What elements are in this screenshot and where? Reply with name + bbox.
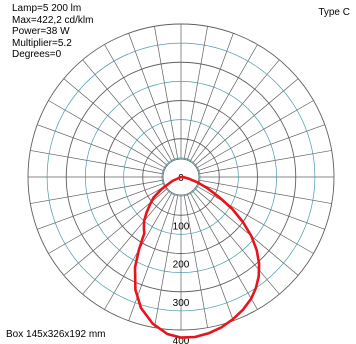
grid-spoke: [196, 100, 314, 169]
radial-tick-label: 300: [173, 298, 190, 309]
grid-spoke: [82, 190, 170, 295]
lamp-flux-text: Lamp=5 200 lm: [12, 3, 82, 14]
grid-ring: [85, 81, 277, 273]
grid-center-circle: [162, 158, 200, 196]
grid-spoke: [189, 44, 258, 162]
grid-ring: [27, 23, 335, 331]
multiplier-text: Multiplier=5.2: [12, 37, 72, 49]
grid-spoke: [154, 194, 179, 328]
polar-grid: [27, 23, 335, 331]
grid-spoke: [186, 193, 234, 321]
radial-tick-label: 400: [173, 336, 190, 344]
degrees-text: Degrees=0: [12, 49, 62, 60]
grid-spoke: [104, 44, 173, 162]
grid-spoke: [154, 26, 179, 160]
grid-ring: [46, 42, 316, 312]
grid-spoke: [196, 185, 314, 254]
grid-spoke: [197, 124, 325, 172]
power-text: Power=38 W: [12, 26, 70, 37]
grid-spoke: [63, 78, 168, 166]
radial-tick-label: 0: [178, 173, 184, 184]
grid-ring: [142, 138, 220, 216]
grid-spoke: [197, 182, 325, 230]
grid-ring: [123, 119, 239, 235]
grid-spoke: [48, 100, 166, 169]
radial-tick-label: 100: [173, 221, 190, 232]
grid-ring: [65, 61, 297, 293]
box-dimensions-label: Box 145x326x192 mm: [6, 329, 106, 340]
grid-spoke: [194, 78, 299, 166]
radial-tick-label: 200: [173, 260, 190, 271]
grid-spoke: [128, 33, 176, 161]
lamp-info-block: Lamp=5 200 lm Max=422,2 cd/klm Power=38 …: [12, 3, 93, 61]
grid-spoke: [82, 59, 170, 164]
grid-spoke: [30, 150, 164, 175]
grid-spoke: [189, 192, 258, 310]
grid-spoke: [128, 193, 176, 321]
grid-spoke: [30, 179, 164, 204]
intensity-curves: [133, 175, 261, 339]
grid-spoke: [183, 26, 208, 160]
radial-tick-labels: 0 100 200 300 400: [173, 173, 190, 344]
grid-spoke: [192, 59, 280, 164]
grid-spoke: [37, 182, 165, 230]
grid-spoke: [198, 179, 332, 204]
grid-spoke: [48, 185, 166, 254]
grid-spoke: [186, 33, 234, 161]
grid-spoke: [198, 150, 332, 175]
grid-ring: [104, 100, 258, 254]
grid-ring: [161, 157, 201, 197]
type-label: Type C: [318, 7, 350, 18]
intensity-curve: [133, 175, 261, 339]
grid-spoke: [183, 194, 208, 328]
grid-spoke: [37, 124, 165, 172]
grid-spoke: [192, 190, 280, 295]
max-intensity-text: Max=422,2 cd/klm: [12, 14, 94, 26]
grid-spoke: [194, 188, 299, 276]
